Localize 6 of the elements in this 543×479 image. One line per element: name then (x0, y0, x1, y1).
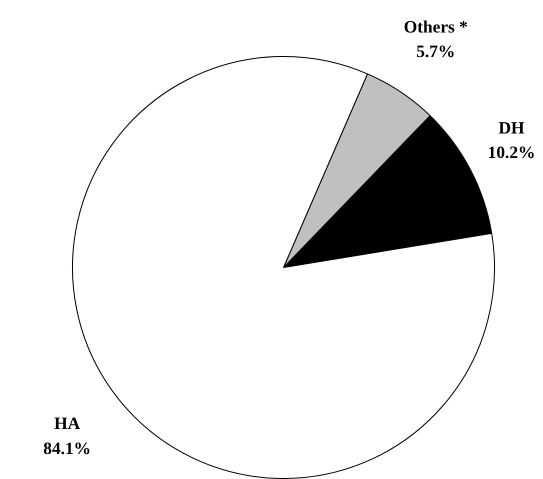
slice-label: HA (54, 414, 81, 434)
data-label: 5.7% (416, 42, 456, 62)
data-label: 10.2% (488, 143, 536, 162)
slice-label: DH (498, 118, 526, 138)
data-label: 84.1% (43, 438, 91, 458)
slice-label: Others * (404, 18, 468, 36)
